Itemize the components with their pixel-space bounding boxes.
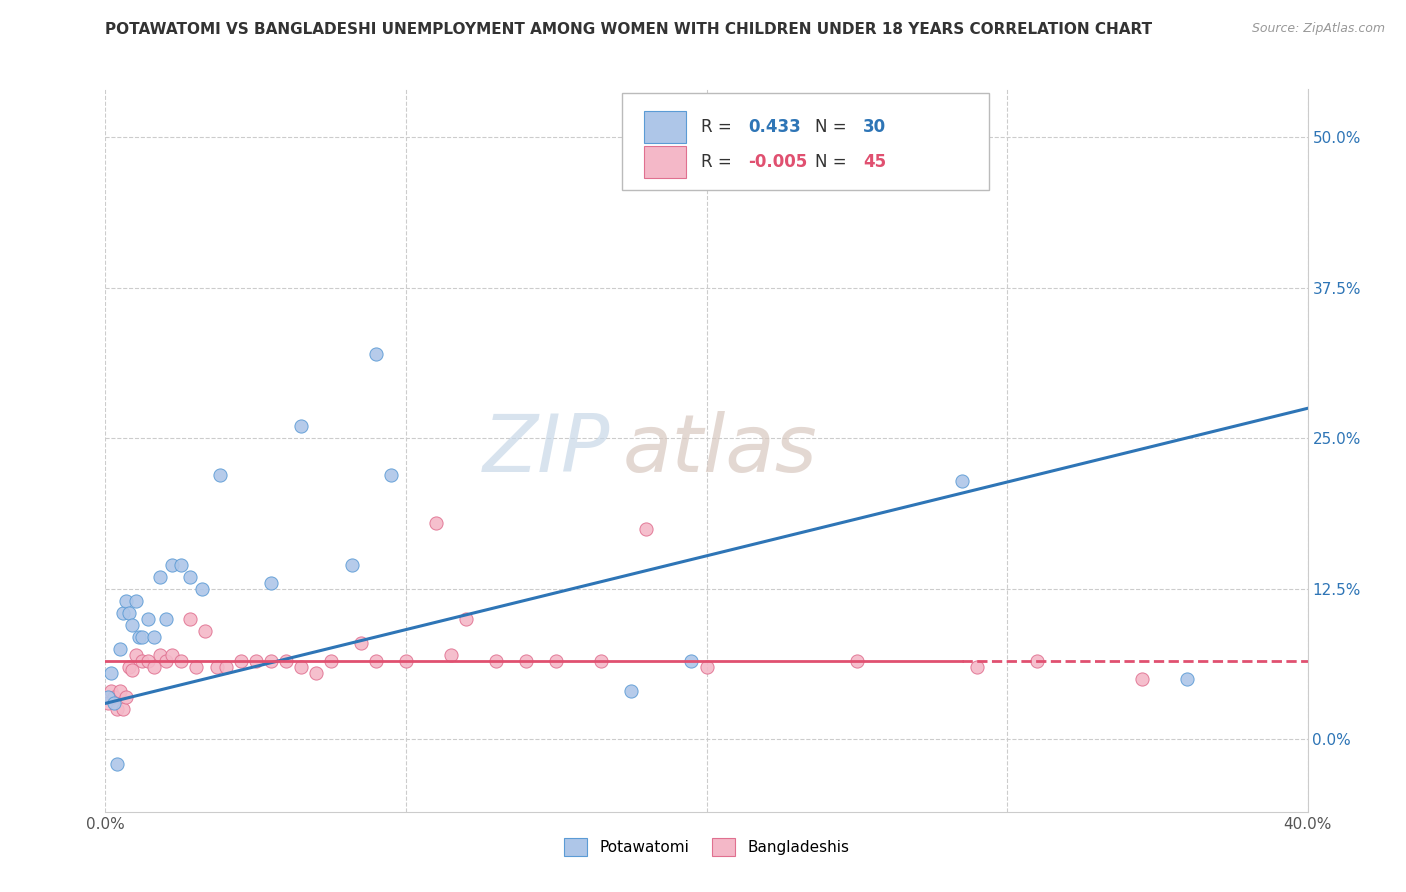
Point	[160, 648, 183, 662]
Point	[1026, 654, 1049, 668]
Text: 45: 45	[863, 153, 886, 171]
Text: Source: ZipAtlas.com: Source: ZipAtlas.com	[1251, 22, 1385, 36]
Point	[169, 654, 191, 668]
Text: 0.433: 0.433	[748, 118, 801, 136]
Point	[112, 606, 135, 620]
Point	[97, 690, 120, 705]
Point	[128, 630, 150, 644]
Point	[155, 654, 177, 668]
Legend: Potawatomi, Bangladeshis: Potawatomi, Bangladeshis	[555, 829, 858, 865]
Point	[485, 654, 508, 668]
Point	[319, 654, 342, 668]
Point	[364, 654, 387, 668]
Point	[115, 594, 138, 608]
Point	[214, 660, 236, 674]
Point	[1175, 673, 1198, 687]
Point	[142, 660, 165, 674]
Point	[546, 654, 568, 668]
Point	[136, 612, 159, 626]
Point	[100, 684, 122, 698]
Point	[591, 654, 613, 668]
Point	[208, 467, 231, 482]
Point	[148, 648, 170, 662]
Point	[845, 654, 868, 668]
Point	[245, 654, 267, 668]
Point	[425, 516, 447, 530]
Point	[121, 618, 143, 632]
Point	[440, 648, 463, 662]
Point	[340, 558, 363, 572]
Point	[124, 594, 146, 608]
FancyBboxPatch shape	[623, 93, 988, 190]
Text: atlas: atlas	[623, 411, 817, 490]
Point	[179, 570, 201, 584]
Point	[115, 690, 138, 705]
Point	[107, 756, 129, 771]
Point	[118, 606, 141, 620]
Point	[190, 582, 212, 596]
Text: -0.005: -0.005	[748, 153, 808, 171]
Point	[350, 636, 373, 650]
Point	[107, 702, 129, 716]
Bar	[644, 146, 686, 178]
Point	[205, 660, 228, 674]
Point	[290, 419, 312, 434]
Point	[97, 696, 120, 710]
Point	[696, 660, 718, 674]
Point	[142, 630, 165, 644]
Point	[260, 576, 283, 591]
Text: N =: N =	[814, 153, 852, 171]
Text: POTAWATOMI VS BANGLADESHI UNEMPLOYMENT AMONG WOMEN WITH CHILDREN UNDER 18 YEARS : POTAWATOMI VS BANGLADESHI UNEMPLOYMENT A…	[105, 22, 1153, 37]
Point	[515, 654, 537, 668]
Point	[118, 660, 141, 674]
Point	[136, 654, 159, 668]
Point	[155, 612, 177, 626]
Text: 30: 30	[863, 118, 886, 136]
Point	[148, 570, 170, 584]
Point	[950, 474, 973, 488]
Point	[194, 624, 217, 639]
Bar	[644, 111, 686, 143]
Point	[620, 684, 643, 698]
Point	[229, 654, 252, 668]
Point	[184, 660, 207, 674]
Point	[364, 347, 387, 361]
Point	[395, 654, 418, 668]
Point	[179, 612, 201, 626]
Point	[160, 558, 183, 572]
Point	[681, 654, 703, 668]
Point	[131, 630, 153, 644]
Text: R =: R =	[700, 153, 737, 171]
Point	[274, 654, 297, 668]
Point	[124, 648, 146, 662]
Point	[169, 558, 191, 572]
Point	[1130, 673, 1153, 687]
Point	[121, 663, 143, 677]
Point	[131, 654, 153, 668]
Point	[380, 467, 402, 482]
Point	[110, 684, 132, 698]
Point	[290, 660, 312, 674]
Point	[454, 612, 477, 626]
Point	[103, 690, 125, 705]
Point	[305, 666, 328, 681]
Point	[260, 654, 283, 668]
Point	[112, 702, 135, 716]
Point	[103, 696, 125, 710]
Point	[636, 522, 658, 536]
Point	[966, 660, 988, 674]
Text: ZIP: ZIP	[484, 411, 610, 490]
Text: N =: N =	[814, 118, 852, 136]
Text: R =: R =	[700, 118, 737, 136]
Point	[100, 666, 122, 681]
Point	[110, 642, 132, 657]
